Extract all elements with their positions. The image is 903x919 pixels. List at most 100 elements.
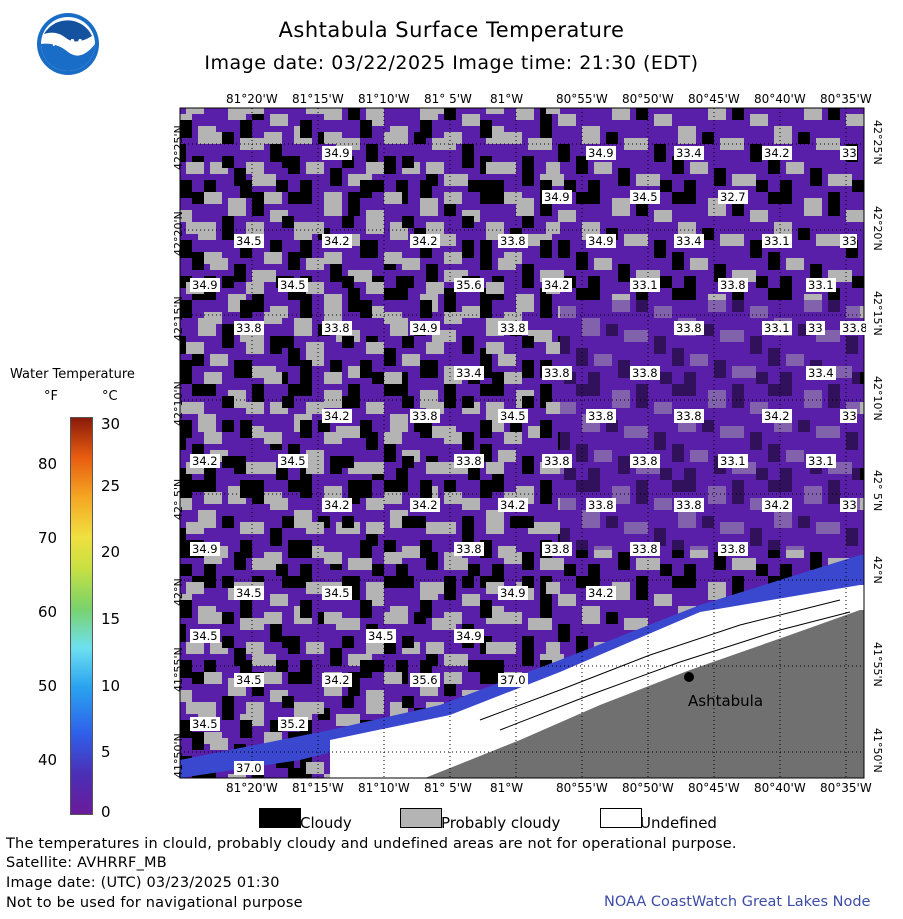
temperature-label: 34.9 (322, 146, 352, 160)
lat-label-right: 41°55'N (871, 642, 884, 687)
legend-tick-f: 60 (38, 603, 58, 621)
lon-label-top: 80°50'W (622, 92, 674, 106)
temperature-label: 33 (840, 146, 857, 160)
temperature-label: 34.9 (498, 586, 528, 600)
temperature-label: 33.8 (542, 366, 572, 380)
legend-tick-c: 30 (101, 415, 121, 433)
temperature-label: 33.4 (454, 366, 484, 380)
footer-satellite: Satellite: AVHRRF_MB (6, 855, 167, 871)
lon-label-top: 81°10'W (358, 92, 410, 106)
temperature-label: 34.9 (190, 542, 220, 556)
temperature-label: 33.1 (630, 278, 660, 292)
legend-tick-c: 15 (101, 610, 121, 628)
temperature-label: 33.8 (674, 321, 704, 335)
lon-label-bottom: 80°55'W (556, 781, 608, 795)
temperature-label: 33.8 (718, 542, 748, 556)
legend-tick-c: 5 (101, 743, 111, 761)
temperature-label: 33.8 (498, 234, 528, 248)
lon-label-top: 81°20'W (226, 92, 278, 106)
temperature-label: 34.2 (586, 586, 616, 600)
temperature-label: 34.9 (190, 278, 220, 292)
legend-unit-f: °F (44, 389, 58, 404)
legend-tick-c: 25 (101, 477, 121, 495)
key-cloudy-swatch (259, 808, 301, 828)
city-label: Ashtabula (688, 692, 764, 710)
temperature-label: 33.8 (542, 454, 572, 468)
key-cloudy-label: Cloudy (300, 814, 352, 832)
lon-label-bottom: 80°35'W (820, 781, 872, 795)
lon-label-bottom: 81°20'W (226, 781, 278, 795)
temperature-label: 33.8 (542, 542, 572, 556)
temperature-label: 34.9 (586, 234, 616, 248)
lat-label-left: 42°25'N (172, 125, 185, 170)
temperature-label: 34.5 (234, 234, 264, 248)
lat-label-left: 42°N (172, 578, 185, 606)
temperature-label: 33.8 (586, 409, 616, 423)
contour-line (499, 611, 851, 731)
legend-tick-f: 50 (38, 677, 58, 695)
lon-label-top: 81°W (490, 92, 524, 106)
lon-label-top: 80°35'W (820, 92, 872, 106)
lat-label-right: 42°25'N (871, 120, 884, 165)
key-probably-cloudy-label: Probably cloudy (441, 814, 561, 832)
temperature-label: 34.2 (322, 673, 352, 687)
lon-label-bottom: 80°40'W (754, 781, 806, 795)
temperature-label: 33.8 (840, 321, 866, 335)
temperature-label: 33 (840, 409, 857, 423)
image-date-time: Image date: 03/22/2025 Image time: 21:30… (204, 52, 699, 74)
lat-label-left: 42°15'N (172, 296, 185, 341)
temperature-label: 34.5 (322, 586, 352, 600)
temperature-label: 34.2 (498, 498, 528, 512)
legend-tick-f: 70 (38, 529, 58, 547)
lat-label-right: 42°20'N (871, 206, 884, 251)
page-title: Ashtabula Surface Temperature (278, 18, 625, 42)
temperature-label: 33.1 (806, 278, 836, 292)
footer-disclaimer: The temperatures in clould, probably clo… (6, 836, 737, 852)
temperature-label: 33.8 (234, 321, 264, 335)
temperature-label: 32.7 (718, 190, 748, 204)
lat-label-left: 42°10'N (172, 381, 185, 426)
legend-color-bar (70, 417, 93, 815)
temperature-label: 35.2 (278, 717, 308, 731)
temperature-label: 34.5 (278, 278, 308, 292)
temperature-label: 35.6 (410, 673, 440, 687)
temperature-label: 33.1 (806, 454, 836, 468)
key-undefined-swatch (600, 808, 642, 828)
temperature-label: 34.5 (234, 586, 264, 600)
temperature-label: 37.0 (498, 673, 528, 687)
credit-link[interactable]: NOAA CoastWatch Great Lakes Node (604, 894, 871, 910)
clear-water-east (560, 300, 860, 550)
lat-label-right: 41°50'N (871, 728, 884, 773)
temperature-label: 37.0 (234, 761, 264, 775)
city-marker-icon (684, 672, 694, 682)
temperature-label: 34.2 (762, 498, 792, 512)
temperature-label: 33.1 (762, 234, 792, 248)
temperature-label: 33 (806, 321, 825, 335)
temperature-label: 34.5 (630, 190, 660, 204)
temperature-label: 34.2 (190, 454, 220, 468)
temperature-label: 34.9 (542, 190, 572, 204)
lon-label-top: 81°15'W (292, 92, 344, 106)
noaa-logo-icon: NOAA (36, 12, 100, 76)
legend-title: Water Temperature (10, 367, 135, 382)
temperature-label: 34.5 (278, 454, 308, 468)
footer-navigation-warning: Not to be used for navigational purpose (6, 895, 303, 911)
lon-label-top: 80°45'W (688, 92, 740, 106)
lon-label-bottom: 81°W (490, 781, 524, 795)
temperature-label: 33.8 (630, 366, 660, 380)
temperature-label: 33.8 (586, 498, 616, 512)
legend-tick-c: 10 (101, 677, 121, 695)
legend-tick-f: 80 (38, 455, 58, 473)
temperature-label: 33.8 (718, 278, 748, 292)
legend-tick-c: 20 (101, 543, 121, 561)
lat-label-right: 42°10'N (871, 376, 884, 421)
lon-label-bottom: 80°50'W (622, 781, 674, 795)
temperature-label: 33.4 (806, 366, 836, 380)
lat-label-left: 42°20'N (172, 211, 185, 256)
temperature-label: 34.2 (322, 234, 352, 248)
temperature-label: 33.1 (718, 454, 748, 468)
temperature-label: 34.9 (586, 146, 616, 160)
temperature-label: 34.9 (410, 321, 440, 335)
temperature-label: 33.1 (762, 321, 792, 335)
